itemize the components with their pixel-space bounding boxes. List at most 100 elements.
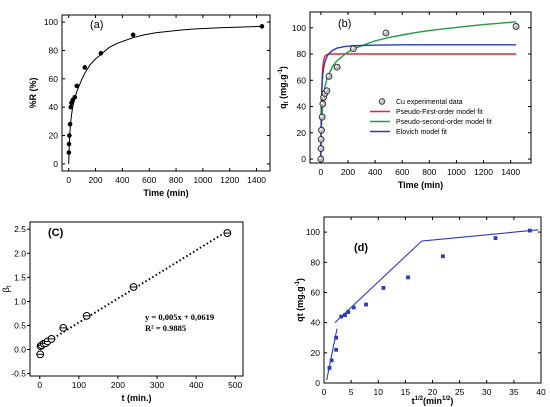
x-tick-label: 1200 <box>220 175 239 185</box>
panel-label: (b) <box>338 18 351 30</box>
r-squared: R² = 0.9885 <box>145 323 186 333</box>
panel-label: (d) <box>354 242 368 254</box>
x-axis-title: Time (min) <box>143 188 188 198</box>
x-tick-label: 1000 <box>447 167 466 177</box>
data-point <box>327 366 332 370</box>
x-tick-label: 40 <box>536 387 546 397</box>
y-tick-label: 80 <box>49 45 59 55</box>
data-point <box>317 145 325 152</box>
x-axis-title: t1/2(min1/2) <box>412 396 454 406</box>
data-point <box>329 358 334 363</box>
data-point <box>47 335 56 343</box>
x-tick-label: 300 <box>150 380 164 390</box>
data-point <box>346 310 351 314</box>
data-point <box>82 311 91 320</box>
x-tick-label: 500 <box>228 380 242 390</box>
x-axis-title: t (min.) <box>122 393 152 403</box>
chart-panel-b: 0 200 400 600 800 1000 1200 1400 0 20 40 60 80 100 (b)… <box>278 11 532 190</box>
chart-panel-d: 0 5 10 15 20 25 30 35 40 0 20 40 60 80 100 (d) t1/2(min1… <box>295 216 546 406</box>
panel-label: (C) <box>48 227 64 239</box>
y-tick-label: 100 <box>292 23 306 33</box>
y-tick-label: 0 <box>315 378 320 388</box>
chart-panel-c: 0 100 200 300 400 500 -0.5 0.0 0.5 1.0 1.5 2.0 2.5 (C… <box>1 221 244 403</box>
data-point <box>512 23 520 30</box>
y-tick-label: 20 <box>49 131 59 141</box>
x-axis-title: Time (min) <box>398 180 443 190</box>
y-tick-label: 1.5 <box>14 272 26 282</box>
x-tick-label: 1400 <box>247 175 266 185</box>
y-axis-title: qt (mg.g-1) <box>278 66 290 109</box>
x-tick-label: 30 <box>482 387 492 397</box>
y-tick-label: 60 <box>311 287 321 297</box>
y-tick-label: 0 <box>301 154 306 164</box>
x-tick-label: 400 <box>115 175 129 185</box>
data-point <box>382 29 390 37</box>
linear-fit-line <box>39 230 228 348</box>
data-point <box>527 228 532 233</box>
fit-equation: y = 0,005x + 0,0619 <box>145 312 214 322</box>
y-tick-label: 0 <box>53 159 58 169</box>
y-axis-title: %R (%) <box>28 77 38 108</box>
data-point <box>334 335 339 340</box>
x-tick-label: 400 <box>189 380 203 390</box>
data-point <box>343 313 347 317</box>
model-fit-curve <box>320 44 517 160</box>
data-point <box>349 45 357 53</box>
data-point <box>66 150 72 155</box>
data-point <box>74 83 80 89</box>
x-tick-label: 10 <box>374 387 384 397</box>
linear-segment <box>334 240 422 324</box>
legend-marker <box>378 98 386 105</box>
data-point <box>130 32 136 38</box>
x-tick-label: 0 <box>322 387 327 397</box>
plot-frame <box>29 221 244 377</box>
y-axis-title: qt (mg.g-1) <box>295 278 305 322</box>
y-tick-label: 0.0 <box>14 345 26 355</box>
y-tick-label: -0.5 <box>11 369 26 379</box>
data-point <box>59 323 68 332</box>
linear-segment <box>421 229 539 242</box>
x-tick-label: 0 <box>318 167 323 177</box>
fit-curve <box>68 25 262 164</box>
x-tick-label: 5 <box>349 387 354 397</box>
data-point <box>68 104 74 110</box>
legend-entry: Pseudo-second-order model fit <box>396 119 492 126</box>
x-tick-label: 0 <box>66 175 71 185</box>
y-tick-label: 100 <box>44 17 58 27</box>
data-point <box>317 155 325 163</box>
legend-entry: Pseudo-First-order model fit <box>396 109 483 116</box>
data-point <box>98 50 104 56</box>
data-point <box>318 126 325 134</box>
x-tick-label: 600 <box>142 175 156 185</box>
x-tick-label: 100 <box>72 380 86 390</box>
y-axis-title: βt <box>1 285 13 292</box>
data-point <box>223 229 232 237</box>
x-tick-label: 200 <box>341 167 355 177</box>
chart-panel-a: 0 200 400 600 800 1000 1200 1400 0 20 40 60 80 100 (a)… <box>28 14 271 198</box>
x-tick-label: 800 <box>422 167 436 177</box>
x-tick-label: 0 <box>37 380 42 390</box>
legend-entry: Elovich model fit <box>396 129 447 136</box>
panel-label: (a) <box>90 19 103 31</box>
x-tick-label: 1000 <box>193 175 212 185</box>
x-tick-label: 600 <box>395 167 409 177</box>
data-point <box>317 135 325 143</box>
x-tick-label: 400 <box>368 167 382 177</box>
x-tick-label: 25 <box>455 387 465 397</box>
legend: Cu experimental data Pseudo-First-order m… <box>370 98 492 136</box>
y-tick-label: 2.0 <box>14 248 26 258</box>
plot-frame <box>309 11 532 164</box>
x-tick-label: 1200 <box>474 167 493 177</box>
data-point <box>364 302 368 307</box>
data-point <box>351 305 356 310</box>
plot-frame <box>61 14 271 172</box>
x-tick-label: 15 <box>401 387 411 397</box>
x-tick-label: 200 <box>88 175 102 185</box>
y-tick-label: 20 <box>311 348 321 358</box>
y-tick-label: 20 <box>297 128 307 138</box>
data-point <box>440 254 445 259</box>
data-point <box>325 72 333 80</box>
y-tick-label: 0.5 <box>14 320 26 330</box>
y-tick-label: 80 <box>297 49 307 59</box>
y-tick-label: 60 <box>49 74 59 84</box>
